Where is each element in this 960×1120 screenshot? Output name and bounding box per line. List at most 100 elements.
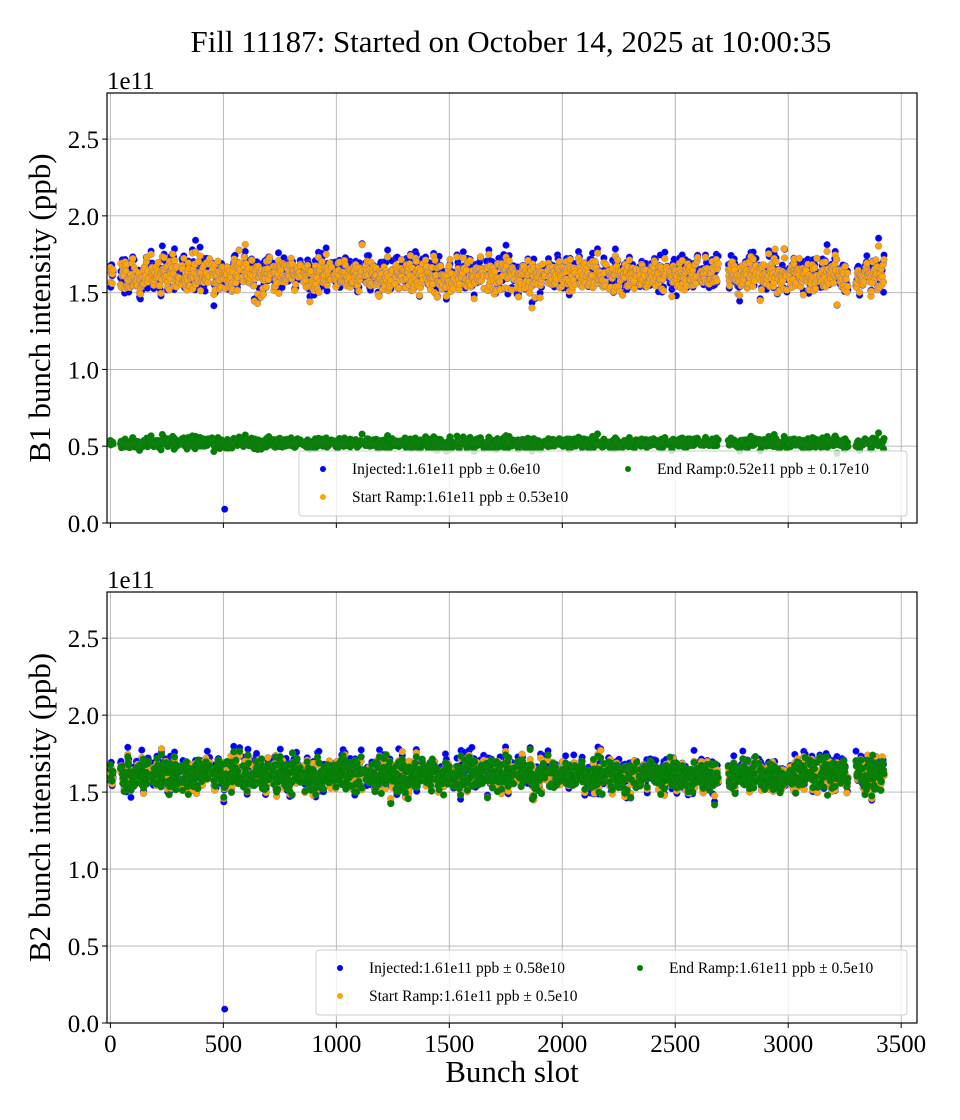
- data-point: [538, 260, 546, 268]
- data-point: [694, 253, 702, 261]
- data-point: [772, 258, 780, 266]
- data-point: [875, 429, 883, 437]
- data-point: [619, 291, 627, 299]
- data-point: [446, 255, 454, 264]
- data-point: [253, 299, 262, 308]
- data-point: [241, 240, 249, 249]
- data-point: [462, 266, 471, 274]
- data-point: [659, 287, 668, 295]
- data-point: [756, 296, 764, 305]
- data-point: [191, 236, 200, 244]
- data-point: [157, 289, 165, 297]
- data-point: [358, 241, 366, 249]
- data-point: [384, 246, 392, 254]
- data-point: [823, 247, 831, 255]
- data-point: [701, 253, 710, 261]
- data-point: [453, 253, 461, 261]
- data-point: [536, 294, 544, 302]
- series-start-ramp: [106, 240, 888, 312]
- data-point: [262, 283, 270, 291]
- data-point: [528, 304, 536, 312]
- data-point: [749, 255, 757, 263]
- data-point: [736, 291, 744, 299]
- data-point: [757, 285, 766, 294]
- data-point: [780, 245, 788, 253]
- data-point: [844, 282, 852, 291]
- data-point: [813, 254, 821, 262]
- data-point: [795, 254, 803, 263]
- data-point: [252, 749, 261, 758]
- data-point: [433, 293, 441, 301]
- data-point: [196, 252, 204, 260]
- data-point: [384, 253, 392, 261]
- data-point: [566, 255, 574, 264]
- data-point: [661, 248, 669, 256]
- data-point: [196, 243, 204, 251]
- data-point: [713, 277, 721, 285]
- data-point: [431, 256, 439, 264]
- data-point: [415, 291, 424, 299]
- data-point: [875, 242, 883, 250]
- data-point: [668, 293, 676, 301]
- data-point: [156, 282, 164, 290]
- data-point: [843, 269, 851, 277]
- y-tick-label: 1.5: [68, 281, 99, 308]
- data-point: [614, 256, 622, 264]
- data-point: [276, 745, 284, 753]
- data-point: [158, 242, 166, 250]
- data-point: [136, 290, 145, 298]
- data-point: [275, 289, 283, 297]
- data-point: [355, 287, 363, 295]
- b1-y-axis-label: B1 bunch intensity (ppb): [22, 153, 57, 462]
- data-point: [879, 278, 888, 286]
- data-point: [661, 255, 669, 263]
- data-point: [109, 440, 117, 448]
- data-point: [358, 430, 366, 438]
- data-point: [127, 793, 135, 801]
- data-point: [203, 747, 211, 755]
- data-point: [841, 263, 849, 271]
- legend-marker-start-ramp: [320, 494, 326, 500]
- data-point: [233, 286, 241, 294]
- data-point: [821, 258, 829, 266]
- legend-entry: Injected:1.61e11 ppb ± 0.6e10: [352, 461, 541, 478]
- data-point: [811, 285, 820, 293]
- data-point: [880, 256, 888, 264]
- y-tick-label: 0.0: [68, 511, 99, 538]
- data-point: [138, 746, 146, 754]
- data-point: [397, 256, 405, 264]
- data-point: [844, 442, 852, 451]
- b1-panel: 0.00.51.01.52.02.5 1e11 B1 bunch intensi…: [22, 68, 918, 538]
- data-point: [306, 298, 314, 306]
- data-point: [214, 257, 222, 265]
- data-point: [863, 252, 871, 260]
- data-point: [375, 292, 383, 300]
- y-tick-label: 0.5: [68, 434, 99, 461]
- data-point: [292, 280, 300, 289]
- legend-marker-injected: [320, 466, 326, 472]
- data-point: [823, 241, 831, 249]
- data-point: [466, 256, 474, 265]
- data-point: [412, 257, 420, 266]
- data-point: [322, 250, 330, 258]
- data-point: [196, 287, 205, 295]
- y-tick-label: 1.0: [68, 357, 99, 384]
- data-point: [726, 282, 734, 290]
- data-point: [765, 250, 773, 258]
- b1-y-offset: 1e11: [107, 68, 155, 95]
- data-point: [274, 249, 283, 257]
- data-point: [714, 436, 722, 444]
- data-point: [259, 290, 267, 298]
- data-point: [714, 260, 722, 268]
- data-point: [459, 248, 467, 256]
- data-point: [863, 259, 871, 267]
- data-point: [880, 434, 888, 443]
- data-point: [210, 302, 218, 310]
- data-point: [470, 295, 478, 303]
- data-point: [526, 289, 534, 297]
- data-point: [248, 256, 256, 264]
- data-point: [154, 258, 162, 267]
- data-point: [514, 293, 523, 301]
